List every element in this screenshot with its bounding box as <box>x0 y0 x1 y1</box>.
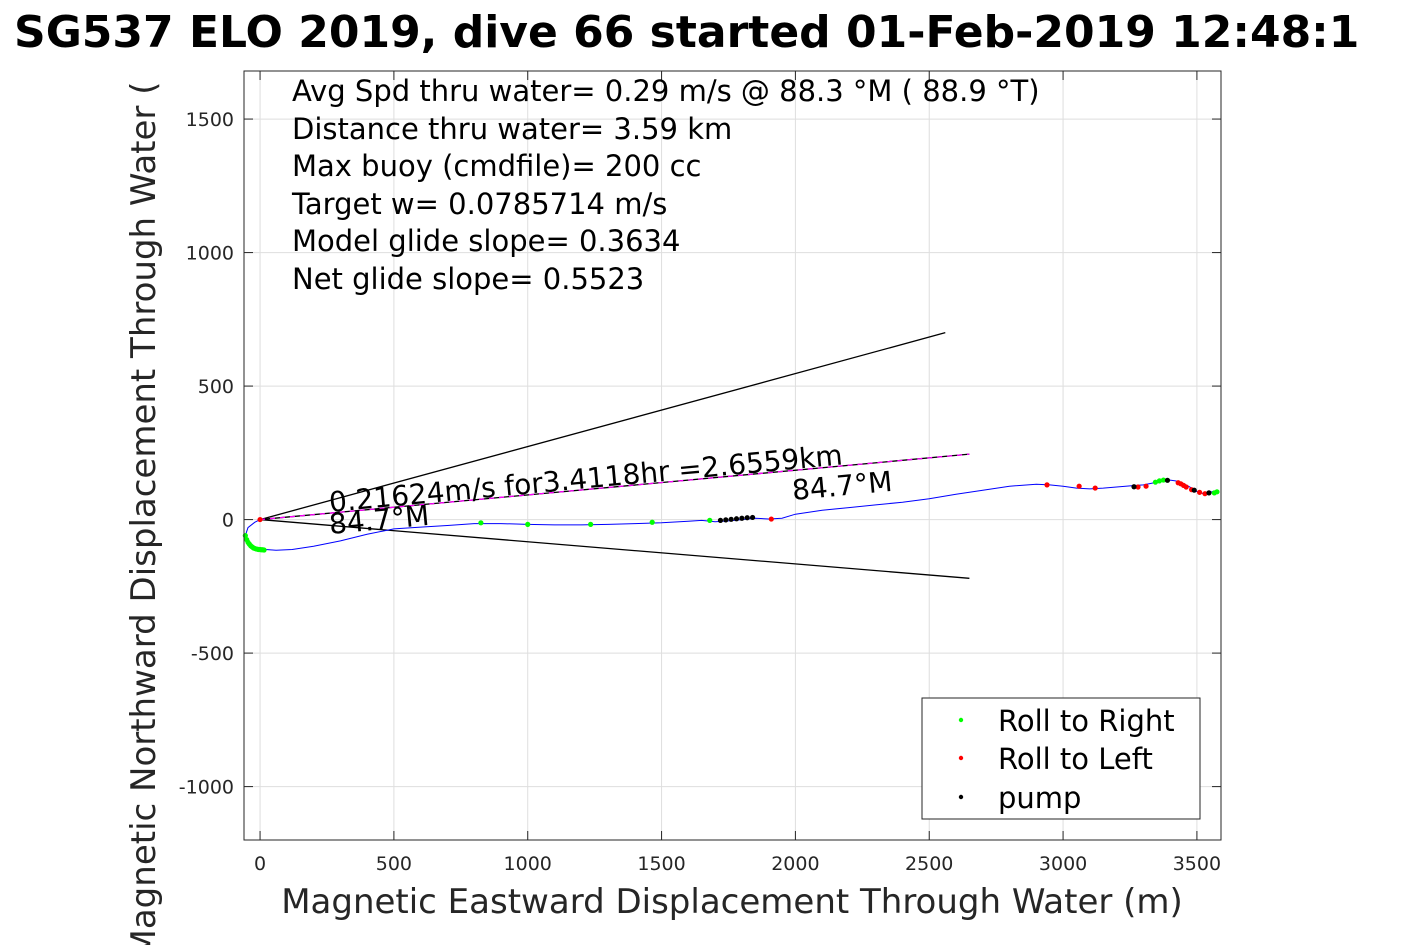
legend-box <box>921 697 1201 820</box>
heading-line-dashed <box>260 453 970 521</box>
x-tick-label: 2000 <box>771 853 819 875</box>
stats-block: Avg Spd thru water= 0.29 m/s @ 88.3 °M (… <box>291 74 1040 296</box>
point-roll-to-right <box>588 521 594 527</box>
point-pump <box>733 516 740 522</box>
legend-marker-roll-left <box>958 755 964 761</box>
x-tick-label: 0 <box>254 853 266 875</box>
legend-marker-pump <box>958 794 964 800</box>
stats-line-target-w: Target w= 0.0785714 m/s <box>291 187 667 221</box>
point-pump <box>744 515 750 521</box>
point-pump <box>739 515 745 521</box>
point-pump <box>723 517 729 523</box>
cone-lower <box>260 518 970 579</box>
y-tick-label: 500 <box>198 376 234 398</box>
legend-label-roll-left: Roll to Left <box>998 742 1153 776</box>
point-pump <box>1164 477 1171 483</box>
point-pump <box>717 517 724 523</box>
stats-line-model-glide: Model glide slope= 0.3634 <box>292 224 680 258</box>
tick-marks <box>244 71 1221 840</box>
point-roll-to-right <box>1152 479 1159 485</box>
point-roll-to-left <box>1044 482 1050 488</box>
x-axis-label: Magnetic Eastward Displacement Through W… <box>281 882 1183 922</box>
point-roll-to-right <box>1214 489 1220 495</box>
y-tick-label: 1500 <box>186 109 234 131</box>
point-roll-to-left <box>1143 483 1149 489</box>
point-roll-to-left <box>1202 491 1208 497</box>
y-tick-label: 0 <box>222 510 234 532</box>
y-tick-label: 1000 <box>186 243 234 265</box>
cone-upper <box>259 332 946 521</box>
point-roll-to-left <box>1196 489 1203 495</box>
point-roll-to-left <box>257 516 263 523</box>
point-roll-to-right <box>1160 477 1167 483</box>
point-roll-to-left <box>1076 483 1082 489</box>
y-tick-label: -500 <box>191 643 234 665</box>
x-tick-label: 500 <box>376 853 412 875</box>
point-roll-to-left <box>1135 484 1141 490</box>
x-tick-label: 2500 <box>905 853 953 875</box>
point-roll-to-left <box>1092 485 1098 491</box>
point-roll-to-left <box>1183 484 1189 490</box>
point-pump <box>728 516 734 522</box>
stats-line-net-glide: Net glide slope= 0.5523 <box>292 262 644 296</box>
x-tick-label: 1000 <box>504 853 552 875</box>
x-tick-label: 1500 <box>637 853 685 875</box>
point-roll-to-right <box>478 520 484 526</box>
point-pump <box>1131 484 1137 490</box>
y-axis-label: Magnetic Northward Displacement Through … <box>124 82 164 945</box>
legend-label-pump: pump <box>998 781 1081 815</box>
point-roll-to-right <box>707 517 713 523</box>
x-tick-label: 3000 <box>1039 853 1087 875</box>
point-pump <box>749 514 756 521</box>
point-roll-to-right <box>525 521 531 527</box>
point-pump <box>1206 490 1212 496</box>
x-tick-label: 3500 <box>1173 853 1221 875</box>
y-tick-label: -1000 <box>179 777 234 799</box>
point-roll-to-right <box>261 547 267 553</box>
legend-marker-roll-right <box>958 717 964 723</box>
reference-lines <box>259 332 970 579</box>
plot-frame <box>243 70 1222 841</box>
legend-label-roll-right: Roll to Right <box>998 704 1175 738</box>
legend: Roll to Right Roll to Left pump <box>921 697 1201 820</box>
point-roll-to-right <box>649 519 655 525</box>
chart-title: SG537 ELO 2019, dive 66 started 01-Feb-2… <box>14 7 1359 58</box>
stats-line-distance: Distance thru water= 3.59 km <box>292 112 732 146</box>
stats-line-speed: Avg Spd thru water= 0.29 m/s @ 88.3 °M (… <box>292 74 1040 108</box>
point-roll-to-left <box>768 516 774 522</box>
stats-line-max-buoy: Max buoy (cmdfile)= 200 cc <box>292 149 701 183</box>
tick-labels: 0 500 1000 1500 2000 2500 3000 3500 -1000 -500 0 50… <box>179 109 1221 875</box>
point-pump <box>1191 487 1197 493</box>
data-points <box>242 477 1220 553</box>
point-roll-to-right <box>1156 478 1163 484</box>
